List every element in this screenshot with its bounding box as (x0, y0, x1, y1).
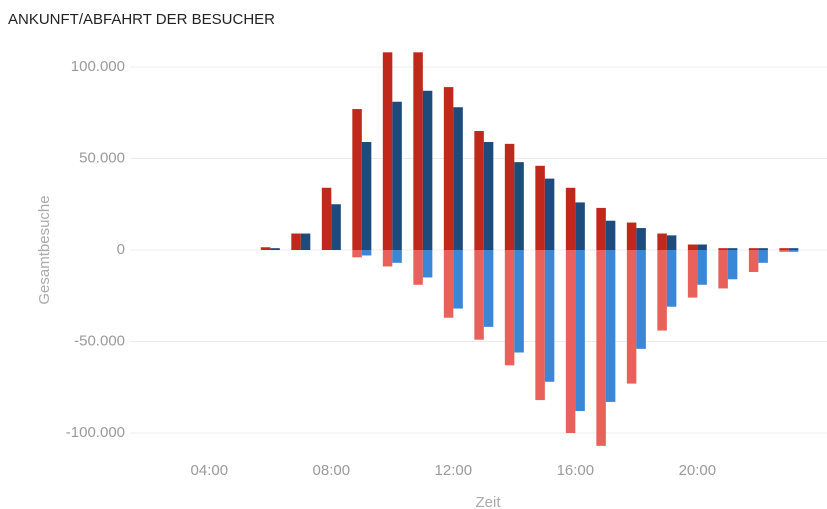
bar (453, 107, 463, 250)
bar (535, 165, 545, 250)
bar (575, 202, 585, 250)
y-tick-label: 0 (117, 241, 125, 258)
bar (748, 250, 759, 272)
bar (575, 250, 585, 412)
bar (443, 250, 454, 318)
bar (321, 187, 332, 250)
bar (727, 250, 738, 280)
x-tick-label: 16:00 (557, 462, 595, 479)
bar (422, 90, 433, 250)
y-axis-title: Gesamtbesuche (36, 195, 53, 304)
bar (392, 250, 402, 263)
bar (443, 87, 454, 251)
x-tick-label: 12:00 (435, 462, 473, 479)
bar (300, 233, 311, 250)
bar (514, 250, 524, 353)
bar (270, 248, 280, 250)
bar (422, 250, 433, 278)
bar (727, 248, 738, 250)
bar (666, 250, 677, 307)
bar (758, 250, 768, 263)
bar (788, 248, 799, 250)
bar (788, 250, 799, 252)
bar (779, 248, 789, 250)
bar (413, 52, 423, 251)
bar (504, 143, 515, 250)
bar (260, 247, 271, 250)
bar (687, 244, 698, 250)
bar (382, 250, 393, 267)
bar (392, 101, 402, 250)
bar (758, 248, 768, 250)
bar (483, 142, 494, 250)
bar (779, 250, 789, 252)
bar (565, 187, 576, 250)
bar (382, 52, 393, 251)
bar (535, 250, 545, 401)
bar (605, 250, 616, 402)
bar (687, 250, 698, 298)
bar (331, 204, 341, 250)
bar (718, 248, 728, 250)
bar (504, 250, 515, 366)
bar (544, 250, 555, 382)
bar (748, 248, 759, 250)
bar (596, 250, 606, 446)
bar (361, 142, 372, 250)
bar (718, 250, 728, 289)
bar (697, 244, 707, 250)
bar (697, 250, 707, 285)
y-tick-label: 100.000 (71, 58, 125, 75)
y-tick-label: -100.000 (66, 424, 125, 441)
y-tick-label: -50.000 (74, 332, 125, 349)
bar (483, 250, 494, 327)
bar (626, 250, 637, 384)
bar (474, 250, 484, 340)
bar (596, 207, 606, 250)
bar (657, 233, 667, 250)
bar (453, 250, 463, 309)
x-tick-label: 04:00 (191, 462, 229, 479)
bar (413, 250, 423, 285)
bar (474, 131, 484, 250)
y-tick-label: 50.000 (79, 149, 125, 166)
x-tick-label: 08:00 (313, 462, 351, 479)
bar (636, 250, 646, 349)
x-axis-title: Zeit (475, 494, 501, 509)
x-tick-label: 20:00 (679, 462, 717, 479)
bar (657, 250, 667, 331)
bar (605, 220, 616, 250)
bar (666, 235, 677, 250)
bar (544, 178, 555, 250)
bar (514, 162, 524, 250)
bar (352, 250, 362, 258)
bar (361, 250, 372, 256)
bar (352, 109, 362, 250)
bar (291, 233, 301, 250)
bar (636, 228, 646, 250)
chart-title: ANKUNFT/ABFAHRT DER BESUCHER (8, 11, 275, 28)
bar (626, 222, 637, 250)
bar (565, 250, 576, 434)
